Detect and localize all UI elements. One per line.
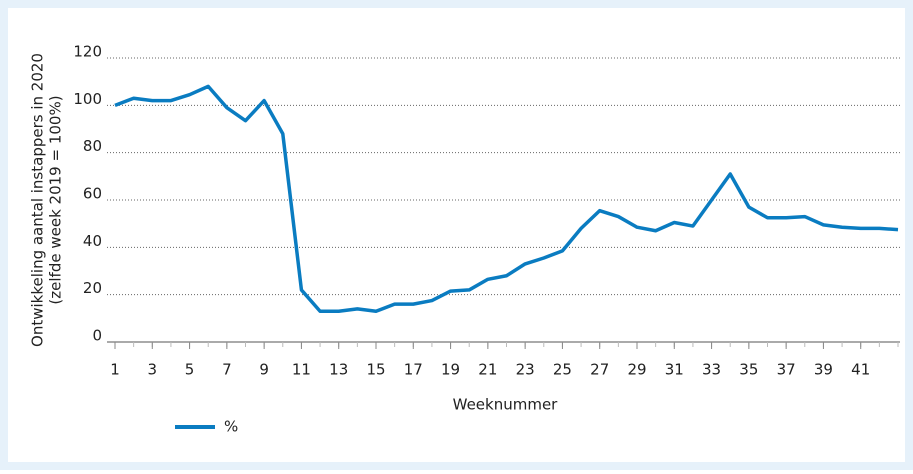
x-tick-label: 21: [478, 361, 497, 379]
x-tick-label: 5: [185, 361, 195, 379]
y-tick-label: 100: [73, 90, 102, 108]
x-tick-label: 33: [702, 361, 721, 379]
x-tick-label: 19: [441, 361, 460, 379]
x-tick-label: 41: [851, 361, 870, 379]
y-tick-label: 0: [92, 327, 102, 345]
x-tick-label: 11: [292, 361, 311, 379]
y-label-line: (zelfde week 2019 = 100%): [47, 95, 65, 304]
x-tick-label: 37: [777, 361, 796, 379]
x-tick-label: 25: [553, 361, 572, 379]
x-tick-label: 7: [222, 361, 232, 379]
x-tick-label: 13: [329, 361, 348, 379]
x-tick-label: 39: [814, 361, 833, 379]
x-tick-label: 27: [590, 361, 609, 379]
x-tick-label: 31: [665, 361, 684, 379]
x-tick-label: 35: [739, 361, 758, 379]
x-tick-label: 1: [110, 361, 120, 379]
x-tick-label: 3: [148, 361, 158, 379]
x-label: Weeknummer: [453, 396, 559, 414]
panel: [8, 8, 905, 462]
y-tick-label: 120: [73, 43, 102, 61]
y-label-line: Ontwikkeling aantal instappers in 2020: [29, 53, 47, 347]
x-tick-label: 17: [404, 361, 423, 379]
y-label: Ontwikkeling aantal instappers in 2020 (…: [29, 53, 65, 347]
x-tick-label: 29: [627, 361, 646, 379]
y-tick-label: 80: [83, 137, 102, 155]
y-tick-label: 40: [83, 232, 102, 250]
x-tick-label: 15: [366, 361, 385, 379]
x-tick-label: 9: [259, 361, 269, 379]
y-tick-label: 20: [83, 279, 102, 297]
x-tick-label: 23: [516, 361, 535, 379]
legend-label: %: [224, 418, 238, 436]
y-tick-label: 60: [83, 185, 102, 203]
line: [114, 84, 899, 313]
